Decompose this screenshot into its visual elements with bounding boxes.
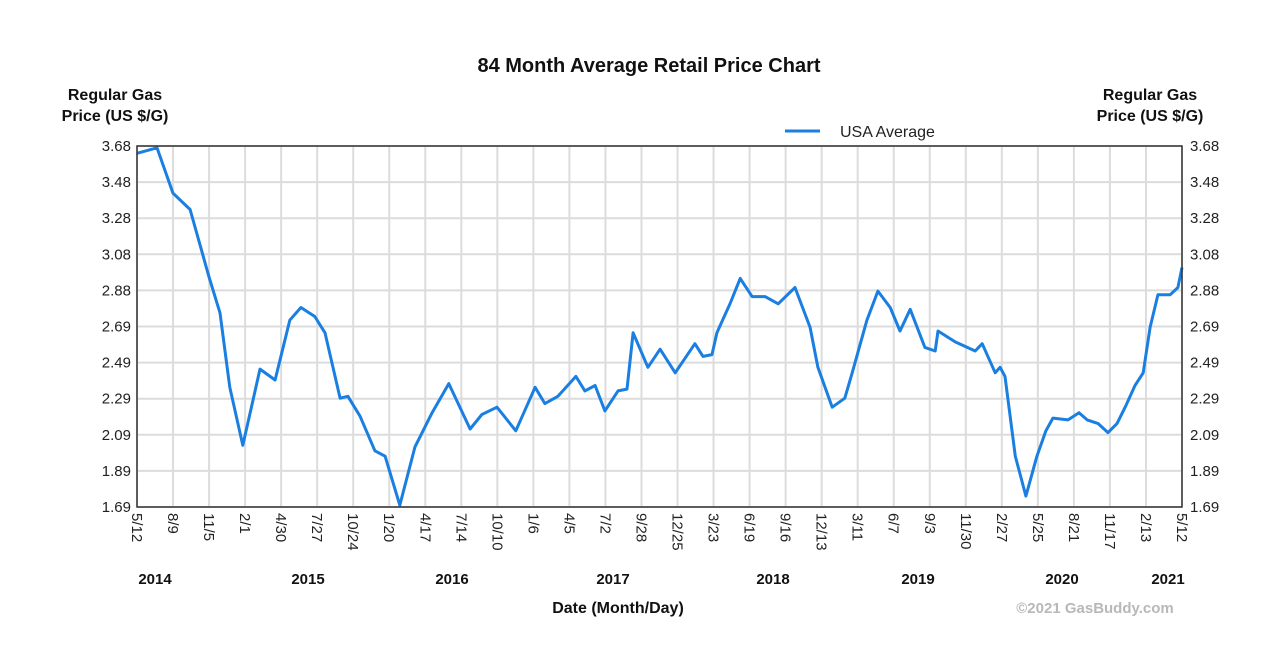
x-tick-label: 4/5 xyxy=(560,513,577,534)
x-tick-label: 9/3 xyxy=(921,513,938,534)
credit: ©2021 GasBuddy.com xyxy=(1016,600,1174,617)
y-tick-label-right: 3.68 xyxy=(1190,138,1219,155)
x-tick-label: 4/30 xyxy=(272,513,289,542)
year-labels: 2014 2015 2016 2017 2018 2019 2020 2021 xyxy=(138,571,1184,588)
x-tick-label: 6/7 xyxy=(885,513,902,534)
x-tick-label: 12/25 xyxy=(669,513,686,551)
y-tick-label-right: 2.88 xyxy=(1190,282,1219,299)
x-axis-label: Date (Month/Day) xyxy=(552,600,684,617)
chart-title: 84 Month Average Retail Price Chart xyxy=(477,55,820,77)
x-tick-label: 5/12 xyxy=(1173,513,1190,542)
year-label: 2021 xyxy=(1151,571,1184,588)
x-tick-label: 11/17 xyxy=(1101,513,1118,549)
year-label: 2017 xyxy=(596,571,629,588)
y-tick-label-right: 2.29 xyxy=(1190,391,1219,408)
year-label: 2016 xyxy=(435,571,468,588)
y-tick-label-left: 2.88 xyxy=(102,282,131,299)
x-tick-label: 10/10 xyxy=(488,513,505,551)
year-label: 2015 xyxy=(291,571,324,588)
x-tick-label: 4/17 xyxy=(416,513,433,542)
legend-label: USA Average xyxy=(840,124,935,141)
x-tick-label: 11/30 xyxy=(957,513,974,549)
year-label: 2020 xyxy=(1045,571,1078,588)
x-tick-label: 7/2 xyxy=(596,513,613,534)
x-tick-label: 8/9 xyxy=(164,513,181,534)
plot-frame xyxy=(136,145,1183,508)
grid xyxy=(136,145,1183,508)
y-tick-label-left: 3.28 xyxy=(102,210,131,227)
x-tick-label: 2/27 xyxy=(993,513,1010,542)
x-tick-label: 9/28 xyxy=(632,513,649,542)
y-tick-label-left: 2.49 xyxy=(102,355,131,372)
y-axis-label-left-line1: Regular Gas xyxy=(68,87,162,104)
x-tick-label: 7/27 xyxy=(308,513,325,542)
y-tick-label-right: 2.69 xyxy=(1190,319,1219,336)
x-tick-label: 5/25 xyxy=(1029,513,1046,542)
y-tick-label-right: 1.89 xyxy=(1190,463,1219,480)
x-tick-label: 9/16 xyxy=(777,513,794,542)
legend: USA Average xyxy=(785,124,935,141)
x-tick-label: 2/13 xyxy=(1137,513,1154,542)
x-ticks: 5/12 8/9 11/5 2/1 4/30 7/27 10/24 1/20 4/17 7/14 1… xyxy=(128,513,1190,551)
series-line-usa-average xyxy=(136,146,1184,507)
x-tick-label: 6/19 xyxy=(741,513,758,542)
y-tick-label-left: 2.29 xyxy=(102,391,131,408)
y-tick-label-right: 2.09 xyxy=(1190,427,1219,444)
y-tick-label-right: 3.48 xyxy=(1190,174,1219,191)
y-tick-label-left: 1.69 xyxy=(102,499,131,516)
y-tick-label-right: 3.28 xyxy=(1190,210,1219,227)
y-tick-label-right: 3.08 xyxy=(1190,246,1219,263)
x-tick-label: 3/23 xyxy=(705,513,722,542)
x-tick-label: 1/6 xyxy=(524,513,541,534)
y-tick-label-left: 3.68 xyxy=(102,138,131,155)
y-tick-label-left: 1.89 xyxy=(102,463,131,480)
x-tick-label: 1/20 xyxy=(380,513,397,542)
x-tick-label: 10/24 xyxy=(344,513,361,551)
y-tick-label-left: 2.69 xyxy=(102,319,131,336)
x-tick-label: 11/5 xyxy=(200,513,217,541)
y-tick-label-left: 2.09 xyxy=(102,427,131,444)
y-tick-label-left: 3.08 xyxy=(102,246,131,263)
y-axis-label-right-line2: Price (US $/G) xyxy=(1097,108,1204,125)
x-tick-label: 2/1 xyxy=(236,513,253,534)
y-tick-label-left: 3.48 xyxy=(102,174,131,191)
x-tick-label: 12/13 xyxy=(813,513,830,551)
y-axis-label-left-line2: Price (US $/G) xyxy=(62,108,169,125)
x-tick-label: 5/12 xyxy=(128,513,145,542)
year-label: 2019 xyxy=(901,571,934,588)
year-label: 2018 xyxy=(756,571,789,588)
y-tick-label-right: 2.49 xyxy=(1190,355,1219,372)
y-tick-label-right: 1.69 xyxy=(1190,499,1219,516)
y-ticks: 3.68 3.68 3.48 3.48 3.28 3.28 3.08 3.08 2.88 2.88… xyxy=(102,138,1219,516)
x-tick-label: 7/14 xyxy=(452,513,469,542)
x-tick-label: 3/11 xyxy=(849,513,866,541)
x-tick-label: 8/21 xyxy=(1065,513,1082,542)
y-axis-label-right-line1: Regular Gas xyxy=(1103,87,1197,104)
year-label: 2014 xyxy=(138,571,172,588)
